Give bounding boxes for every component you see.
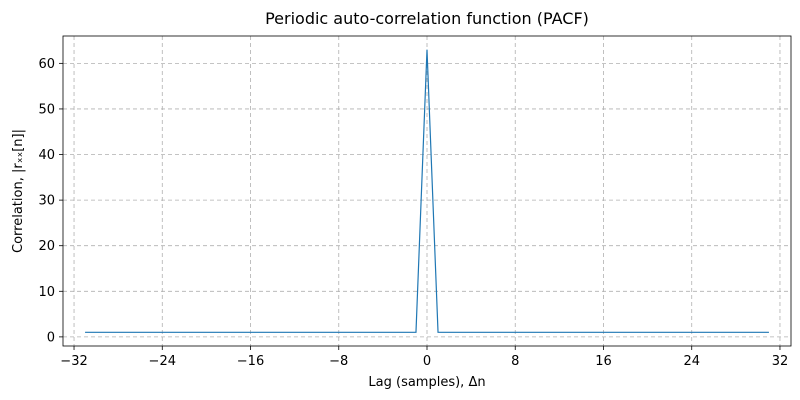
chart-title: Periodic auto-correlation function (PACF… <box>265 9 589 28</box>
pacf-series-line <box>85 49 769 333</box>
y-tick-label: 30 <box>38 194 55 209</box>
x-axis-label: Lag (samples), Δn <box>368 375 485 390</box>
y-tick-label: 10 <box>38 285 55 300</box>
x-tick-label: 0 <box>423 354 431 369</box>
x-tick-label: −8 <box>329 354 348 369</box>
x-tick-label: −16 <box>237 354 264 369</box>
x-tick-label: −32 <box>60 354 87 369</box>
y-axis-label: Correlation, |rₓₓ[n]| <box>11 129 26 253</box>
y-tick-label: 60 <box>38 57 55 72</box>
y-tick-label: 40 <box>38 148 55 163</box>
x-tick-label: 32 <box>772 354 789 369</box>
x-tick-label: 8 <box>511 354 519 369</box>
series-layer <box>85 49 769 333</box>
y-axis: 0 10 20 30 40 50 60 <box>38 57 63 345</box>
y-tick-label: 0 <box>47 330 55 345</box>
x-axis: −32 −24 −16 −8 0 8 16 24 32 <box>60 346 788 369</box>
y-tick-label: 20 <box>38 239 55 254</box>
x-tick-label: −24 <box>149 354 176 369</box>
grid <box>63 36 791 346</box>
x-tick-label: 24 <box>683 354 700 369</box>
x-tick-label: 16 <box>595 354 612 369</box>
y-tick-label: 50 <box>38 102 55 117</box>
